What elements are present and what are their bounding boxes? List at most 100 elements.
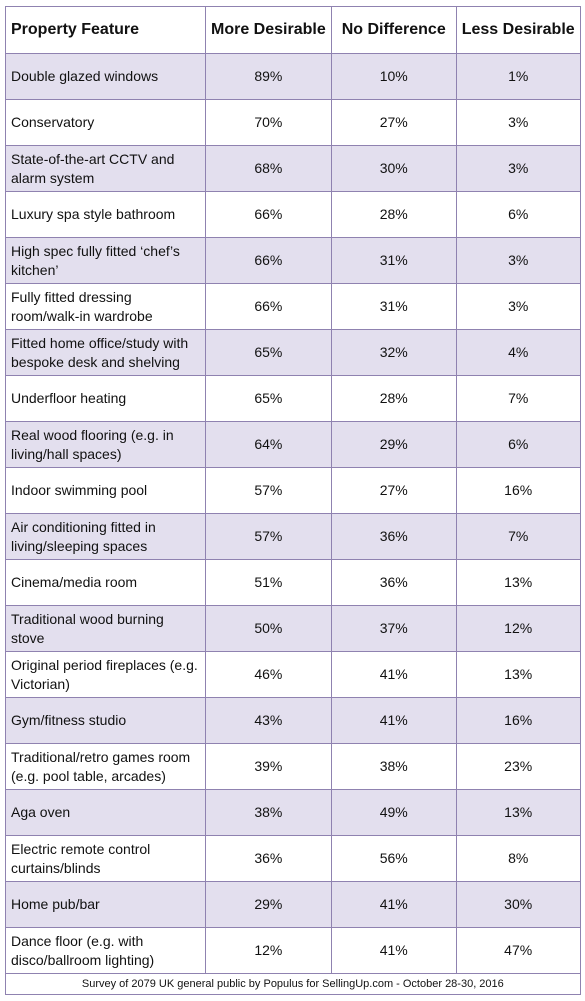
feature-cell: State-of-the-art CCTV and alarm system (5, 145, 206, 192)
no-difference-cell: 41% (330, 881, 457, 928)
table-row: Cinema/media room 51% 36% 13% (5, 559, 581, 606)
more-desirable-cell: 66% (205, 237, 332, 284)
more-desirable-cell: 66% (205, 191, 332, 238)
less-desirable-cell: 3% (455, 283, 581, 330)
feature-cell: Indoor swimming pool (5, 467, 206, 514)
feature-cell: Underfloor heating (5, 375, 206, 422)
more-desirable-header: More Desirable (205, 6, 332, 54)
less-desirable-cell: 30% (455, 881, 581, 928)
no-difference-cell: 28% (330, 375, 457, 422)
no-difference-header: No Difference (330, 6, 457, 54)
footnote-row: Survey of 2079 UK general public by Popu… (5, 973, 581, 995)
no-difference-cell: 41% (330, 927, 457, 974)
less-desirable-cell: 47% (455, 927, 581, 974)
feature-cell: High spec fully fitted ‘chef’s kitchen’ (5, 237, 206, 284)
feature-cell: Gym/fitness studio (5, 697, 206, 744)
more-desirable-cell: 64% (205, 421, 332, 468)
feature-cell: Double glazed windows (5, 53, 206, 100)
no-difference-cell: 41% (330, 697, 457, 744)
less-desirable-cell: 3% (455, 99, 581, 146)
no-difference-cell: 10% (330, 53, 457, 100)
no-difference-cell: 28% (330, 191, 457, 238)
no-difference-cell: 37% (330, 605, 457, 652)
no-difference-cell: 27% (330, 467, 457, 514)
less-desirable-cell: 3% (455, 237, 581, 284)
less-desirable-cell: 6% (455, 191, 581, 238)
no-difference-cell: 36% (330, 559, 457, 606)
more-desirable-cell: 50% (205, 605, 332, 652)
table-row: Original period fireplaces (e.g. Victori… (5, 651, 581, 698)
table-body: Double glazed windows 89% 10% 1% Conservator… (5, 53, 581, 974)
more-desirable-cell: 39% (205, 743, 332, 790)
no-difference-cell: 31% (330, 237, 457, 284)
table-row: Traditional/retro games room (e.g. pool … (5, 743, 581, 790)
table-header: Property Feature More Desirable No Differe… (5, 6, 581, 54)
more-desirable-cell: 57% (205, 467, 332, 514)
less-desirable-cell: 6% (455, 421, 581, 468)
table-row: Gym/fitness studio 43% 41% 16% (5, 697, 581, 744)
more-desirable-cell: 43% (205, 697, 332, 744)
feature-cell: Electric remote control curtains/blinds (5, 835, 206, 882)
feature-header: Property Feature (5, 6, 206, 54)
feature-cell: Aga oven (5, 789, 206, 836)
more-desirable-cell: 12% (205, 927, 332, 974)
more-desirable-cell: 70% (205, 99, 332, 146)
less-desirable-cell: 23% (455, 743, 581, 790)
feature-cell: Traditional/retro games room (e.g. pool … (5, 743, 206, 790)
more-desirable-cell: 57% (205, 513, 332, 560)
table-row: Double glazed windows 89% 10% 1% (5, 53, 581, 100)
feature-cell: Traditional wood burning stove (5, 605, 206, 652)
more-desirable-cell: 29% (205, 881, 332, 928)
table-row: Indoor swimming pool 57% 27% 16% (5, 467, 581, 514)
table-row: High spec fully fitted ‘chef’s kitchen’ 6… (5, 237, 581, 284)
less-desirable-cell: 8% (455, 835, 581, 882)
feature-cell: Cinema/media room (5, 559, 206, 606)
more-desirable-cell: 51% (205, 559, 332, 606)
less-desirable-cell: 16% (455, 467, 581, 514)
more-desirable-cell: 38% (205, 789, 332, 836)
table-row: Aga oven 38% 49% 13% (5, 789, 581, 836)
feature-cell: Dance floor (e.g. with disco/ballroom li… (5, 927, 206, 974)
no-difference-cell: 29% (330, 421, 457, 468)
less-desirable-header: Less Desirable (455, 6, 581, 54)
less-desirable-cell: 1% (455, 53, 581, 100)
feature-cell: Fully fitted dressing room/walk-in wardr… (5, 283, 206, 330)
more-desirable-cell: 66% (205, 283, 332, 330)
no-difference-cell: 30% (330, 145, 457, 192)
less-desirable-cell: 7% (455, 513, 581, 560)
feature-cell: Luxury spa style bathroom (5, 191, 206, 238)
table-row: Dance floor (e.g. with disco/ballroom li… (5, 927, 581, 974)
no-difference-cell: 49% (330, 789, 457, 836)
table-row: Fitted home office/study with bespoke de… (5, 329, 581, 376)
feature-cell: Real wood flooring (e.g. in living/hall … (5, 421, 206, 468)
feature-cell: Air conditioning fitted in living/sleepi… (5, 513, 206, 560)
header-row: Property Feature More Desirable No Differe… (5, 6, 581, 54)
table-row: State-of-the-art CCTV and alarm system 68… (5, 145, 581, 192)
no-difference-cell: 31% (330, 283, 457, 330)
no-difference-cell: 36% (330, 513, 457, 560)
table-row: Conservatory 70% 27% 3% (5, 99, 581, 146)
less-desirable-cell: 13% (455, 559, 581, 606)
less-desirable-cell: 4% (455, 329, 581, 376)
table-row: Fully fitted dressing room/walk-in wardr… (5, 283, 581, 330)
more-desirable-cell: 68% (205, 145, 332, 192)
table-row: Traditional wood burning stove 50% 37% 12% (5, 605, 581, 652)
more-desirable-cell: 65% (205, 329, 332, 376)
less-desirable-cell: 13% (455, 651, 581, 698)
no-difference-cell: 41% (330, 651, 457, 698)
no-difference-cell: 32% (330, 329, 457, 376)
no-difference-cell: 56% (330, 835, 457, 882)
feature-cell: Fitted home office/study with bespoke de… (5, 329, 206, 376)
feature-cell: Original period fireplaces (e.g. Victori… (5, 651, 206, 698)
more-desirable-cell: 46% (205, 651, 332, 698)
more-desirable-cell: 65% (205, 375, 332, 422)
more-desirable-cell: 36% (205, 835, 332, 882)
survey-footnote: Survey of 2079 UK general public by Popu… (5, 973, 581, 995)
table-row: Underfloor heating 65% 28% 7% (5, 375, 581, 422)
table-row: Electric remote control curtains/blinds 3… (5, 835, 581, 882)
less-desirable-cell: 12% (455, 605, 581, 652)
table-row: Air conditioning fitted in living/sleepi… (5, 513, 581, 560)
no-difference-cell: 38% (330, 743, 457, 790)
table-row: Luxury spa style bathroom 66% 28% 6% (5, 191, 581, 238)
